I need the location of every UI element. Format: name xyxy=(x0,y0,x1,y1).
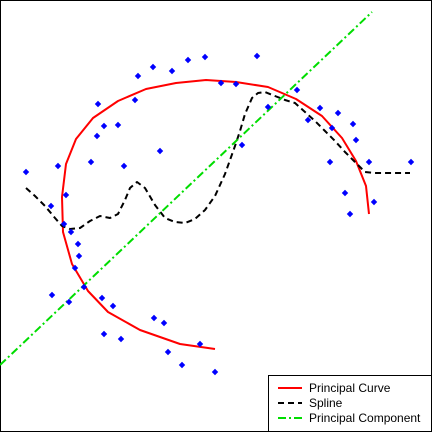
legend-label-principal-component: Principal Component xyxy=(309,411,421,425)
data-point xyxy=(117,335,125,343)
legend-label-spline: Spline xyxy=(309,396,343,410)
data-points xyxy=(22,52,415,376)
data-point xyxy=(304,116,312,124)
data-point xyxy=(217,79,225,87)
data-point xyxy=(164,348,172,356)
data-point xyxy=(196,340,204,348)
data-point xyxy=(120,162,128,170)
series-line-principal-curve xyxy=(61,79,370,350)
data-point xyxy=(238,141,246,149)
data-point xyxy=(109,302,117,310)
data-point xyxy=(264,103,272,111)
data-point xyxy=(54,162,62,170)
data-point xyxy=(74,240,82,248)
data-point xyxy=(87,158,95,166)
data-point xyxy=(370,198,378,206)
data-point xyxy=(60,220,68,228)
data-point xyxy=(93,132,101,140)
data-point xyxy=(160,319,168,327)
data-point xyxy=(201,53,209,61)
data-point xyxy=(134,72,142,80)
series-line-spline xyxy=(25,91,410,230)
data-point xyxy=(62,191,70,199)
data-point xyxy=(168,67,176,75)
data-point xyxy=(100,122,108,130)
data-point xyxy=(341,189,349,197)
data-point xyxy=(80,283,88,291)
data-point xyxy=(48,291,56,299)
data-point xyxy=(149,63,157,71)
data-point xyxy=(67,228,75,236)
data-point xyxy=(407,158,415,166)
data-point xyxy=(65,298,73,306)
data-point xyxy=(232,80,240,88)
data-point xyxy=(334,109,342,117)
data-point xyxy=(156,147,164,155)
data-point xyxy=(94,100,102,108)
data-point xyxy=(346,210,354,218)
data-point xyxy=(150,314,158,322)
data-point xyxy=(328,124,336,132)
data-point xyxy=(352,136,360,144)
data-point xyxy=(349,120,357,128)
data-point xyxy=(211,368,219,376)
data-point xyxy=(184,56,192,64)
data-point xyxy=(71,264,79,272)
data-point xyxy=(178,361,186,369)
legend-box xyxy=(268,375,432,432)
data-point xyxy=(75,252,83,260)
series-lines xyxy=(0,11,410,366)
data-point xyxy=(98,294,106,302)
data-point xyxy=(365,158,373,166)
data-point xyxy=(47,202,55,210)
data-point xyxy=(316,104,324,112)
legend-label-principal-curve: Principal Curve xyxy=(309,381,391,395)
data-point xyxy=(293,86,301,94)
data-point xyxy=(100,330,108,338)
legend: Principal Curve Spline Principal Compone… xyxy=(268,375,432,432)
data-point xyxy=(253,52,261,60)
data-point xyxy=(22,168,30,176)
data-point xyxy=(131,96,139,104)
series-line-principal-component xyxy=(0,11,373,366)
data-point xyxy=(114,121,122,129)
data-point xyxy=(326,158,334,166)
